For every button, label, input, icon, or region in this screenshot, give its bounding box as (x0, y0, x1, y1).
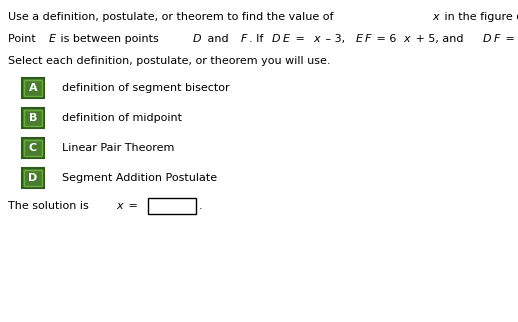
Text: =: = (292, 34, 308, 44)
Text: x: x (433, 12, 439, 22)
Text: definition of midpoint: definition of midpoint (62, 113, 182, 123)
Text: B: B (29, 113, 37, 123)
Text: .: . (198, 201, 202, 211)
Text: E: E (48, 34, 55, 44)
Text: x: x (117, 201, 123, 211)
Text: F: F (365, 34, 371, 44)
Text: = 8: = 8 (502, 34, 518, 44)
Text: D: D (483, 34, 492, 44)
Text: + 5, and: + 5, and (412, 34, 467, 44)
Text: . If: . If (249, 34, 267, 44)
Polygon shape (22, 78, 44, 98)
Text: F: F (240, 34, 247, 44)
Text: D: D (28, 173, 38, 183)
Text: C: C (29, 143, 37, 153)
Polygon shape (22, 138, 44, 158)
Text: – 3,: – 3, (322, 34, 348, 44)
Text: x: x (313, 34, 320, 44)
Text: and: and (204, 34, 233, 44)
Polygon shape (22, 168, 44, 188)
Text: Point: Point (8, 34, 39, 44)
Text: definition of segment bisector: definition of segment bisector (62, 83, 229, 93)
Text: A: A (28, 83, 37, 93)
Text: Select each definition, postulate, or theorem you will use.: Select each definition, postulate, or th… (8, 56, 330, 66)
Polygon shape (22, 108, 44, 128)
Text: in the figure described.: in the figure described. (441, 12, 518, 22)
Text: =: = (125, 201, 141, 211)
Text: E: E (283, 34, 290, 44)
Text: F: F (494, 34, 500, 44)
Text: is between points: is between points (57, 34, 163, 44)
Text: The solution is: The solution is (8, 201, 92, 211)
Text: Linear Pair Theorem: Linear Pair Theorem (62, 143, 175, 153)
Text: D: D (193, 34, 202, 44)
Text: Segment Addition Postulate: Segment Addition Postulate (62, 173, 217, 183)
Polygon shape (148, 198, 196, 214)
Text: = 6: = 6 (373, 34, 397, 44)
Text: x: x (404, 34, 410, 44)
Text: E: E (356, 34, 363, 44)
Text: D: D (272, 34, 280, 44)
Text: Use a definition, postulate, or theorem to find the value of: Use a definition, postulate, or theorem … (8, 12, 337, 22)
